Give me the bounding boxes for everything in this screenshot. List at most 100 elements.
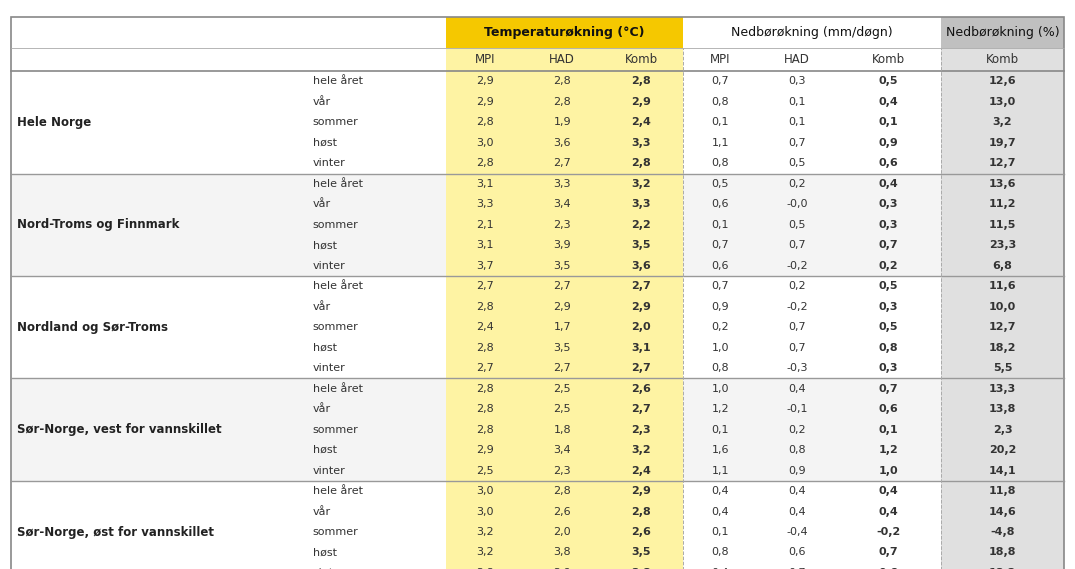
Text: 0,1: 0,1 bbox=[712, 424, 729, 435]
Text: 23,3: 23,3 bbox=[989, 240, 1016, 250]
Text: 0,2: 0,2 bbox=[878, 261, 899, 271]
Text: 2,3: 2,3 bbox=[554, 220, 571, 230]
Text: 0,7: 0,7 bbox=[788, 240, 806, 250]
Text: 0,3: 0,3 bbox=[878, 199, 899, 209]
Text: Temperaturøkning (°C): Temperaturøkning (°C) bbox=[484, 26, 645, 39]
Text: sommer: sommer bbox=[313, 117, 359, 127]
Text: 3,6: 3,6 bbox=[631, 261, 651, 271]
Bar bbox=[11, 48, 446, 71]
Text: 3,0: 3,0 bbox=[476, 138, 495, 148]
Text: 2,3: 2,3 bbox=[554, 465, 571, 476]
Text: 0,5: 0,5 bbox=[788, 220, 806, 230]
Text: Nedbørøkning (mm/døgn): Nedbørøkning (mm/døgn) bbox=[731, 26, 892, 39]
Text: 13,8: 13,8 bbox=[989, 404, 1016, 414]
Text: høst: høst bbox=[313, 547, 336, 558]
Text: vinter: vinter bbox=[313, 261, 345, 271]
Text: 2,7: 2,7 bbox=[631, 281, 651, 291]
Text: 0,7: 0,7 bbox=[712, 76, 729, 86]
Text: 2,8: 2,8 bbox=[554, 486, 571, 496]
Text: 2,8: 2,8 bbox=[554, 76, 571, 86]
Text: MPI: MPI bbox=[710, 53, 731, 66]
Text: 0,8: 0,8 bbox=[788, 445, 806, 455]
Text: høst: høst bbox=[313, 240, 336, 250]
Bar bbox=[446, 17, 683, 48]
Text: 18,2: 18,2 bbox=[989, 343, 1016, 353]
Text: 13,0: 13,0 bbox=[989, 97, 1016, 107]
Text: HAD: HAD bbox=[549, 53, 575, 66]
Text: 3,2: 3,2 bbox=[631, 179, 651, 189]
Text: 2,9: 2,9 bbox=[476, 97, 495, 107]
Text: 0,7: 0,7 bbox=[712, 240, 729, 250]
Text: 0,6: 0,6 bbox=[878, 404, 899, 414]
Text: 0,5: 0,5 bbox=[788, 158, 806, 168]
Text: hele året: hele året bbox=[313, 281, 363, 291]
Text: 18,2: 18,2 bbox=[989, 568, 1016, 569]
Text: 11,8: 11,8 bbox=[989, 486, 1016, 496]
Text: Sør-Norge, vest for vannskillet: Sør-Norge, vest for vannskillet bbox=[17, 423, 221, 436]
Text: 3,5: 3,5 bbox=[554, 343, 571, 353]
Text: 2,9: 2,9 bbox=[476, 445, 495, 455]
Text: 1,6: 1,6 bbox=[712, 445, 729, 455]
Text: Komb: Komb bbox=[872, 53, 905, 66]
Text: 0,4: 0,4 bbox=[788, 384, 806, 394]
Text: 2,1: 2,1 bbox=[476, 220, 495, 230]
Text: vår: vår bbox=[313, 506, 331, 517]
Text: 3,9: 3,9 bbox=[554, 240, 571, 250]
Text: -0,1: -0,1 bbox=[787, 404, 808, 414]
Text: sommer: sommer bbox=[313, 322, 359, 332]
Text: 0,4: 0,4 bbox=[878, 486, 899, 496]
Text: 3,0: 3,0 bbox=[476, 506, 495, 517]
Text: sommer: sommer bbox=[313, 424, 359, 435]
Text: -0,2: -0,2 bbox=[876, 527, 901, 537]
Text: -0,2: -0,2 bbox=[786, 302, 808, 312]
Bar bbox=[941, 17, 1064, 48]
Text: 2,5: 2,5 bbox=[476, 465, 495, 476]
Text: 2,3: 2,3 bbox=[631, 424, 651, 435]
Text: Sør-Norge, øst for vannskillet: Sør-Norge, øst for vannskillet bbox=[17, 526, 214, 538]
Text: 0,2: 0,2 bbox=[712, 322, 729, 332]
Text: 0,9: 0,9 bbox=[712, 302, 729, 312]
Text: vinter: vinter bbox=[313, 158, 345, 168]
Text: 2,4: 2,4 bbox=[631, 117, 651, 127]
Text: hele året: hele året bbox=[313, 486, 363, 496]
Text: 0,1: 0,1 bbox=[788, 117, 806, 127]
Text: 0,5: 0,5 bbox=[878, 281, 899, 291]
Text: 0,1: 0,1 bbox=[878, 117, 899, 127]
Text: 5,5: 5,5 bbox=[992, 363, 1013, 373]
Text: 0,7: 0,7 bbox=[788, 322, 806, 332]
Text: 2,8: 2,8 bbox=[476, 404, 495, 414]
Text: 10,0: 10,0 bbox=[989, 302, 1016, 312]
Text: 1,1: 1,1 bbox=[712, 138, 729, 148]
Text: 3,0: 3,0 bbox=[476, 486, 495, 496]
Text: høst: høst bbox=[313, 343, 336, 353]
Text: 0,6: 0,6 bbox=[788, 547, 806, 558]
Text: 0,1: 0,1 bbox=[788, 97, 806, 107]
Text: 2,8: 2,8 bbox=[476, 158, 495, 168]
Text: 2,7: 2,7 bbox=[554, 158, 571, 168]
Text: 11,5: 11,5 bbox=[989, 220, 1016, 230]
Text: hele året: hele året bbox=[313, 179, 363, 189]
Text: 3,5: 3,5 bbox=[554, 261, 571, 271]
Text: 2,8: 2,8 bbox=[476, 343, 495, 353]
Text: 0,7: 0,7 bbox=[878, 240, 899, 250]
Text: 0,6: 0,6 bbox=[712, 199, 729, 209]
Text: 2,9: 2,9 bbox=[631, 97, 651, 107]
Text: 1,8: 1,8 bbox=[554, 424, 571, 435]
Text: 0,1: 0,1 bbox=[712, 117, 729, 127]
Text: 0,2: 0,2 bbox=[788, 179, 806, 189]
Text: 3,2: 3,2 bbox=[476, 527, 495, 537]
Text: 0,4: 0,4 bbox=[788, 486, 806, 496]
Bar bbox=[941, 48, 1064, 71]
Text: vinter: vinter bbox=[313, 465, 345, 476]
Text: 2,7: 2,7 bbox=[631, 363, 651, 373]
Text: 2,8: 2,8 bbox=[631, 506, 651, 517]
Text: 0,5: 0,5 bbox=[712, 179, 729, 189]
Text: 3,1: 3,1 bbox=[476, 240, 495, 250]
Text: 1,9: 1,9 bbox=[554, 117, 571, 127]
Text: 3,3: 3,3 bbox=[476, 199, 495, 209]
Text: 0,6: 0,6 bbox=[878, 158, 899, 168]
Text: 11,6: 11,6 bbox=[989, 281, 1016, 291]
Text: 0,7: 0,7 bbox=[878, 547, 899, 558]
Text: 2,8: 2,8 bbox=[476, 302, 495, 312]
Text: 0,8: 0,8 bbox=[712, 547, 729, 558]
